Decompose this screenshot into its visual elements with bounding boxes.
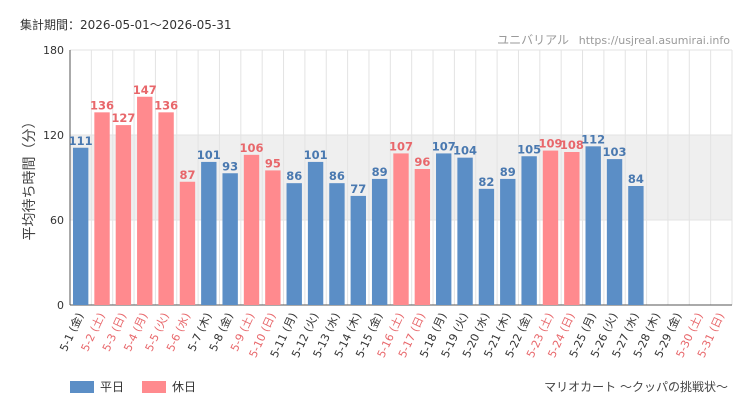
legend-label-weekday: 平日 <box>100 380 125 394</box>
bar <box>158 112 174 305</box>
bar-value-label: 136 <box>154 98 178 112</box>
legend-label-holiday: 休日 <box>172 380 197 394</box>
legend: 平日 休日 <box>70 378 196 395</box>
brand-url[interactable]: https://usjreal.asumirai.info <box>578 34 730 47</box>
y-tick-label: 120 <box>43 129 64 142</box>
y-axis-title: 平均待ち時間（分） <box>22 115 38 241</box>
bar-value-label: 89 <box>500 165 516 179</box>
bar-value-label: 109 <box>538 137 562 151</box>
bar <box>222 173 238 305</box>
bar <box>393 153 409 305</box>
bar-value-label: 87 <box>179 168 195 182</box>
bar <box>307 161 324 305</box>
bar-value-label: 112 <box>581 132 605 146</box>
bar <box>542 150 559 305</box>
bar <box>286 183 302 305</box>
bar-value-label: 95 <box>265 156 281 170</box>
bar-value-label: 77 <box>350 182 366 196</box>
y-tick-label: 0 <box>57 299 64 312</box>
bar <box>243 154 260 305</box>
bar <box>94 112 110 305</box>
bar-value-label: 111 <box>69 134 93 148</box>
bar-value-label: 82 <box>478 175 494 189</box>
legend-item-weekday[interactable]: 平日 <box>70 378 124 395</box>
bar <box>628 186 644 305</box>
legend-swatch-holiday <box>142 380 167 393</box>
bar <box>521 156 537 305</box>
bar <box>350 195 366 305</box>
bar <box>414 169 431 305</box>
bar-value-label: 108 <box>560 138 584 152</box>
legend-item-holiday[interactable]: 休日 <box>142 378 196 395</box>
bar-value-label: 84 <box>628 172 644 186</box>
bar-value-label: 101 <box>304 148 328 162</box>
bar <box>179 181 196 305</box>
bar <box>371 178 388 305</box>
bar <box>500 178 516 305</box>
legend-swatch-weekday <box>70 380 94 393</box>
bar <box>137 96 153 305</box>
brand-name: ユニバリアル <box>497 33 569 47</box>
bar-value-label: 104 <box>453 144 477 158</box>
bar <box>265 170 281 305</box>
bar-value-label: 106 <box>240 141 264 155</box>
bar <box>606 159 623 305</box>
bar-value-label: 127 <box>111 111 135 125</box>
bar <box>72 147 89 305</box>
bar-value-label: 89 <box>372 165 388 179</box>
bar-value-label: 86 <box>286 169 302 183</box>
bar-value-label: 96 <box>414 155 430 169</box>
bar-value-label: 93 <box>222 159 238 173</box>
period-label: 集計期間：2026-05-01～2026-05-31 <box>20 18 232 32</box>
bar <box>201 161 217 305</box>
bar-value-label: 103 <box>603 145 627 159</box>
attraction-caption: マリオカート ～クッパの挑戦状～ <box>544 380 728 394</box>
bar <box>329 183 345 305</box>
bar-value-label: 107 <box>389 139 413 153</box>
bar <box>564 152 580 305</box>
bar <box>585 146 601 305</box>
y-tick-label: 180 <box>43 44 64 57</box>
bar <box>436 153 452 305</box>
bar <box>478 188 495 305</box>
bar-value-label: 105 <box>517 142 541 156</box>
brand-label[interactable]: ユニバリアル https://usjreal.asumirai.info <box>497 31 730 48</box>
bar-value-label: 101 <box>197 148 221 162</box>
bar <box>115 125 132 305</box>
bar-value-label: 86 <box>329 169 345 183</box>
y-tick-label: 60 <box>50 214 64 227</box>
bar-value-label: 136 <box>90 98 114 112</box>
bar <box>457 157 473 305</box>
bar-value-label: 147 <box>133 83 157 97</box>
bar-value-label: 107 <box>432 139 456 153</box>
